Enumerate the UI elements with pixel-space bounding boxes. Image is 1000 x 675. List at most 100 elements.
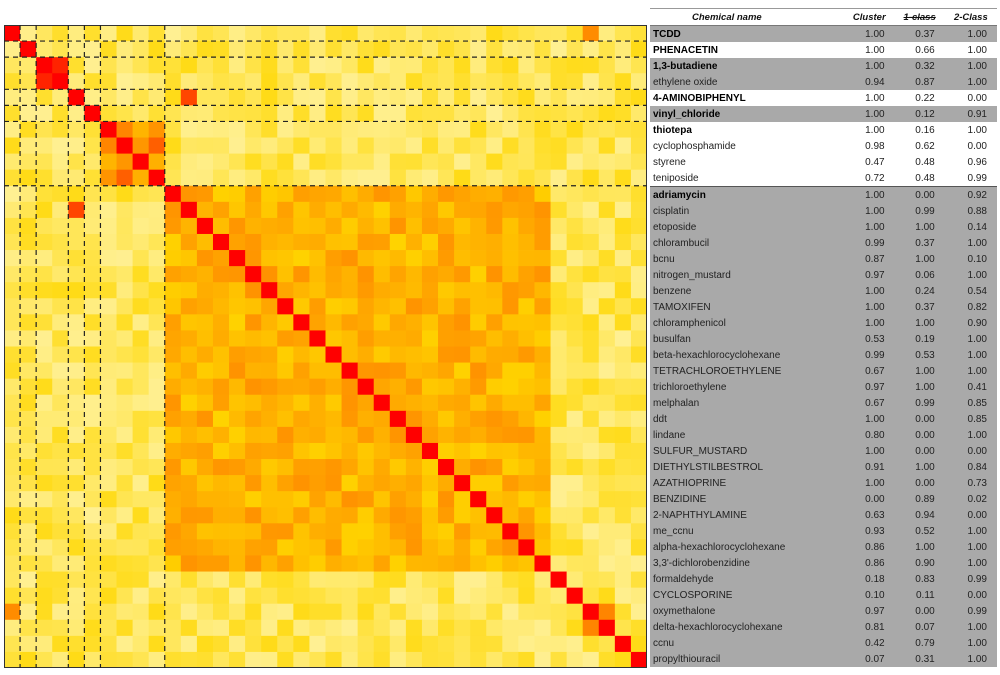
- heatmap-cell: [196, 282, 214, 299]
- heatmap-cell: [438, 185, 455, 203]
- heatmap-cell: [68, 507, 85, 524]
- heatmap-cell: [550, 555, 568, 572]
- heatmap-cell: [470, 459, 487, 476]
- heatmap-cell: [36, 555, 53, 572]
- heatmap-cell: [534, 25, 551, 42]
- table-row: CYCLOSPORINE 0.10 0.11 0.00: [650, 587, 997, 603]
- heatmap-cell: [84, 41, 101, 58]
- heatmap-cell: [309, 539, 326, 556]
- heatmap-cell: [454, 555, 471, 572]
- heatmap-cell: [582, 57, 600, 74]
- table-row: 3,3'-dichlorobenzidine 0.86 0.90 1.00: [650, 555, 997, 571]
- heatmap-cell: [20, 603, 37, 621]
- heatmap-cell: [293, 41, 310, 58]
- heatmap-cell: [470, 233, 487, 251]
- heatmap-cell: [164, 233, 182, 251]
- heatmap-cell: [438, 169, 455, 187]
- heatmap-cell: [84, 201, 101, 219]
- heatmap-cell: [630, 153, 647, 171]
- heatmap-cell: [293, 169, 310, 187]
- heatmap-cell: [293, 73, 310, 90]
- heatmap-cell: [261, 571, 278, 589]
- heatmap-cell: [598, 89, 616, 106]
- heatmap-cell: [68, 571, 85, 589]
- heatmap-cell: [4, 651, 21, 668]
- heatmap-cell: [389, 635, 407, 653]
- heatmap-cell: [4, 25, 21, 42]
- heatmap-cell: [630, 378, 647, 396]
- heatmap-cell: [196, 250, 214, 267]
- heatmap-cell: [116, 314, 133, 331]
- heatmap-cell: [582, 426, 600, 444]
- heatmap-cell: [229, 250, 246, 267]
- heatmap-cell: [309, 491, 326, 508]
- heatmap-cell: [84, 266, 101, 283]
- heatmap-cell: [518, 635, 535, 653]
- heatmap-cell: [212, 89, 230, 106]
- heatmap-cell: [116, 378, 133, 396]
- heatmap-cell: [405, 298, 423, 315]
- heatmap-cell: [566, 442, 584, 460]
- heatmap-cell: [20, 137, 37, 154]
- two-class-cell: 0.92: [944, 186, 997, 203]
- heatmap-cell: [566, 619, 584, 637]
- heatmap-cell: [405, 73, 423, 90]
- heatmap-cell: [309, 250, 326, 267]
- heatmap-cell: [550, 571, 568, 589]
- heatmap-cell: [630, 41, 647, 58]
- heatmap-cell: [405, 442, 423, 460]
- heatmap-cell: [68, 442, 85, 460]
- heatmap-cell: [52, 587, 69, 605]
- heatmap-cell: [100, 121, 117, 138]
- heatmap-cell: [164, 555, 182, 572]
- heatmap-cell: [293, 410, 310, 428]
- heatmap-cell: [100, 201, 117, 219]
- two-class-cell: 0.91: [944, 106, 997, 122]
- heatmap-cell: [164, 89, 182, 106]
- heatmap-cell: [309, 378, 326, 396]
- heatmap-cell: [261, 523, 278, 540]
- heatmap-cell: [614, 73, 632, 90]
- heatmap-cell: [518, 539, 535, 556]
- heatmap-cell: [389, 217, 407, 235]
- heatmap-cell: [196, 169, 214, 187]
- heatmap-cell: [164, 25, 182, 42]
- heatmap-cell: [212, 153, 230, 171]
- heatmap-cell: [148, 571, 166, 589]
- heatmap-cell: [277, 587, 294, 605]
- heatmap-cell: [277, 571, 294, 589]
- heatmap-cell: [20, 394, 37, 412]
- two-class-cell: 0.02: [944, 491, 997, 507]
- heatmap-cell: [4, 378, 21, 396]
- heatmap-cell: [245, 394, 262, 412]
- heatmap-cell: [180, 137, 198, 154]
- heatmap-cell: [373, 201, 391, 219]
- heatmap-cell: [486, 394, 503, 412]
- heatmap-cell: [373, 442, 391, 460]
- heatmap-cell: [470, 346, 487, 363]
- heatmap-cell: [164, 314, 182, 331]
- heatmap-cell: [405, 137, 423, 154]
- heatmap-cell: [357, 153, 375, 171]
- heatmap-cell: [454, 394, 471, 412]
- one-class-cell: 1.00: [894, 539, 945, 555]
- heatmap-cell: [245, 105, 262, 122]
- heatmap-cell: [212, 330, 230, 347]
- heatmap-cell: [68, 185, 85, 203]
- heatmap-cell: [405, 89, 423, 106]
- heatmap-cell: [116, 41, 133, 58]
- heatmap-cell: [100, 185, 117, 203]
- heatmap-cell: [325, 507, 342, 524]
- chemical-name-cell: oxymethalone: [650, 603, 844, 619]
- heatmap-cell: [132, 330, 150, 347]
- heatmap-cell: [341, 266, 359, 283]
- heatmap-cell: [470, 410, 487, 428]
- heatmap-cell: [502, 346, 519, 363]
- heatmap-cell: [84, 121, 101, 138]
- heatmap-cell: [52, 394, 69, 412]
- heatmap-cell: [36, 571, 53, 589]
- heatmap-cell: [132, 394, 150, 412]
- heatmap-cell: [116, 89, 133, 106]
- heatmap-cell: [341, 442, 359, 460]
- heatmap-cell: [438, 507, 455, 524]
